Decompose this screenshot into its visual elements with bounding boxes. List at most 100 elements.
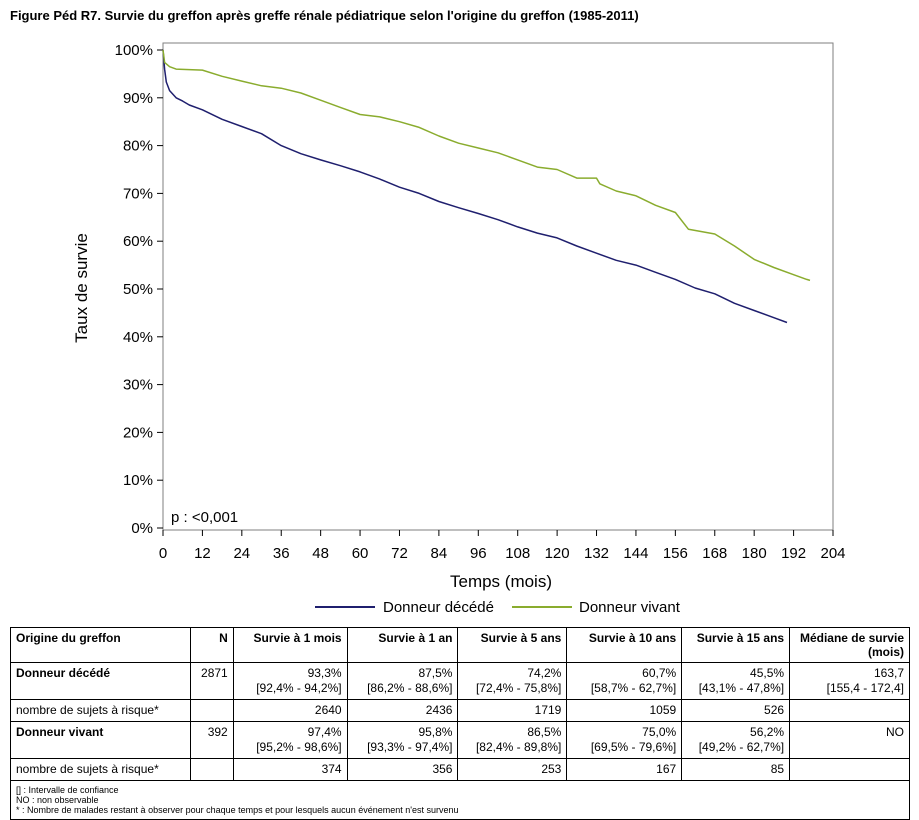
y-axis: 0% 10% 20% 30% 40% 50% 60% 70% 80% 90% 100% xyxy=(115,42,163,537)
header-cell: Origine du greffon xyxy=(10,627,191,663)
y-tick-label: 40% xyxy=(123,329,153,346)
confidence-interval: [69,5% - 79,6%] xyxy=(590,740,677,754)
at-risk-cell: 2436 xyxy=(346,699,459,722)
x-tick-label: 180 xyxy=(742,545,767,562)
note-line: * : Nombre de malades restant à observer… xyxy=(16,805,459,815)
confidence-interval: [82,4% - 89,8%] xyxy=(475,740,562,754)
empty-cell xyxy=(189,699,234,722)
y-tick-label: 0% xyxy=(131,520,153,537)
at-risk-cell: 356 xyxy=(346,758,459,781)
x-tick-label: 108 xyxy=(505,545,530,562)
confidence-interval: [95,2% - 98,6%] xyxy=(256,740,342,754)
at-risk-cell: 253 xyxy=(457,758,568,781)
at-risk-cell: 374 xyxy=(232,758,348,781)
at-risk-cell: 85 xyxy=(681,758,791,781)
survival-cell: 56,2% [49,2% - 62,7%] xyxy=(681,721,791,759)
empty-cell xyxy=(789,758,910,781)
at-risk-row: nombre de sujets à risque* 374 356 253 1… xyxy=(10,758,910,781)
y-tick-label: 30% xyxy=(123,377,153,394)
survival-value: 86,5% xyxy=(527,725,562,739)
at-risk-cell: 167 xyxy=(566,758,683,781)
at-risk-row: nombre de sujets à risque* 2640 2436 171… xyxy=(10,699,910,722)
x-tick-label: 132 xyxy=(584,545,609,562)
confidence-interval: [58,7% - 62,7%] xyxy=(590,681,677,695)
survival-cell: 45,5% [43,1% - 47,8%] xyxy=(681,662,791,700)
empty-cell xyxy=(189,758,234,781)
survival-cell: 75,0% [69,5% - 79,6%] xyxy=(566,721,683,759)
header-cell: Médiane de survie (mois) xyxy=(789,627,910,663)
header-cell: Survie à 15 ans xyxy=(681,627,791,663)
header-cell: Survie à 10 ans xyxy=(566,627,683,663)
survival-chart: 0% 10% 20% 30% 40% 50% 60% 70% 80% 90% 100% 0 12 24 3… xyxy=(72,42,846,616)
legend-label-deceased: Donneur décédé xyxy=(383,599,494,616)
y-axis-label: Taux de survie xyxy=(72,233,91,343)
notes-row: [] : Intervalle de confiance NO : non ob… xyxy=(10,780,910,820)
figure-title: Figure Péd R7. Survie du greffon après g… xyxy=(10,8,639,23)
row-label: Donneur vivant xyxy=(10,721,191,759)
p-value-annotation: p : <0,001 xyxy=(171,509,238,526)
row-label: Donneur décédé xyxy=(10,662,191,700)
x-tick-label: 120 xyxy=(545,545,570,562)
median-cell: 163,7 [155,4 - 172,4] xyxy=(789,662,910,700)
x-tick-label: 0 xyxy=(159,545,167,562)
confidence-interval: [49,2% - 62,7%] xyxy=(698,740,785,754)
x-tick-label: 12 xyxy=(194,545,211,562)
confidence-interval: [86,2% - 88,6%] xyxy=(367,681,453,695)
survival-value: 74,2% xyxy=(527,666,562,680)
x-tick-label: 84 xyxy=(431,545,448,562)
x-tick-label: 144 xyxy=(623,545,648,562)
survival-value: 87,5% xyxy=(418,666,453,680)
survival-cell: 95,8% [93,3% - 97,4%] xyxy=(346,721,459,759)
y-tick-label: 10% xyxy=(123,472,153,489)
survival-value: 95,8% xyxy=(418,725,453,739)
survival-cell: 74,2% [72,4% - 75,8%] xyxy=(457,662,568,700)
at-risk-cell: 526 xyxy=(681,699,791,722)
survival-cell: 97,4% [95,2% - 98,6%] xyxy=(232,721,348,759)
survival-value: 93,3% xyxy=(307,666,342,680)
y-tick-label: 50% xyxy=(123,281,153,298)
survival-value: 60,7% xyxy=(642,666,677,680)
plot-frame xyxy=(162,42,834,531)
x-tick-label: 72 xyxy=(391,545,408,562)
at-risk-cell: 1719 xyxy=(457,699,568,722)
x-axis-label: Temps (mois) xyxy=(450,572,552,591)
survival-cell: 93,3% [92,4% - 94,2%] xyxy=(232,662,348,700)
table-notes: [] : Intervalle de confiance NO : non ob… xyxy=(10,780,910,820)
note-line: NO : non observable xyxy=(16,795,99,805)
confidence-interval: [43,1% - 47,8%] xyxy=(698,681,785,695)
survival-cell: 60,7% [58,7% - 62,7%] xyxy=(566,662,683,700)
x-tick-label: 192 xyxy=(781,545,806,562)
table-header-row: Origine du greffon N Survie à 1 mois Sur… xyxy=(10,627,910,663)
confidence-interval: [92,4% - 94,2%] xyxy=(256,681,342,695)
x-tick-label: 36 xyxy=(273,545,290,562)
at-risk-cell: 1059 xyxy=(566,699,683,722)
survival-value: 97,4% xyxy=(307,725,342,739)
confidence-interval: [155,4 - 172,4] xyxy=(826,681,904,695)
header-cell: Survie à 5 ans xyxy=(457,627,568,663)
y-tick-label: 80% xyxy=(123,138,153,155)
y-tick-label: 60% xyxy=(123,233,153,250)
legend-label-living: Donneur vivant xyxy=(579,599,681,616)
survival-value: 75,0% xyxy=(642,725,677,739)
x-tick-label: 60 xyxy=(352,545,369,562)
confidence-interval: [72,4% - 75,8%] xyxy=(475,681,562,695)
survival-value: 45,5% xyxy=(750,666,785,680)
note-line: [] : Intervalle de confiance xyxy=(16,785,119,795)
y-tick-label: 100% xyxy=(115,42,153,59)
n-cell: 2871 xyxy=(189,662,234,700)
at-risk-label: nombre de sujets à risque* xyxy=(10,699,191,722)
survival-cell: 86,5% [82,4% - 89,8%] xyxy=(457,721,568,759)
y-tick-label: 70% xyxy=(123,185,153,202)
empty-cell xyxy=(789,699,910,722)
header-cell: Survie à 1 an xyxy=(346,627,459,663)
legend: Donneur décédé Donneur vivant xyxy=(315,599,681,616)
n-cell: 392 xyxy=(189,721,234,759)
x-axis: 0 12 24 36 48 60 72 84 96 108 120 132 144 156 168 180 19… xyxy=(159,530,846,562)
table-row: Donneur vivant 392 97,4% [95,2% - 98,6%] … xyxy=(10,721,910,759)
x-tick-label: 96 xyxy=(470,545,487,562)
survival-table: Origine du greffon N Survie à 1 mois Sur… xyxy=(10,627,910,820)
at-risk-cell: 2640 xyxy=(232,699,348,722)
survival-cell: 87,5% [86,2% - 88,6%] xyxy=(346,662,459,700)
median-value: NO xyxy=(886,725,904,739)
x-tick-label: 48 xyxy=(312,545,329,562)
